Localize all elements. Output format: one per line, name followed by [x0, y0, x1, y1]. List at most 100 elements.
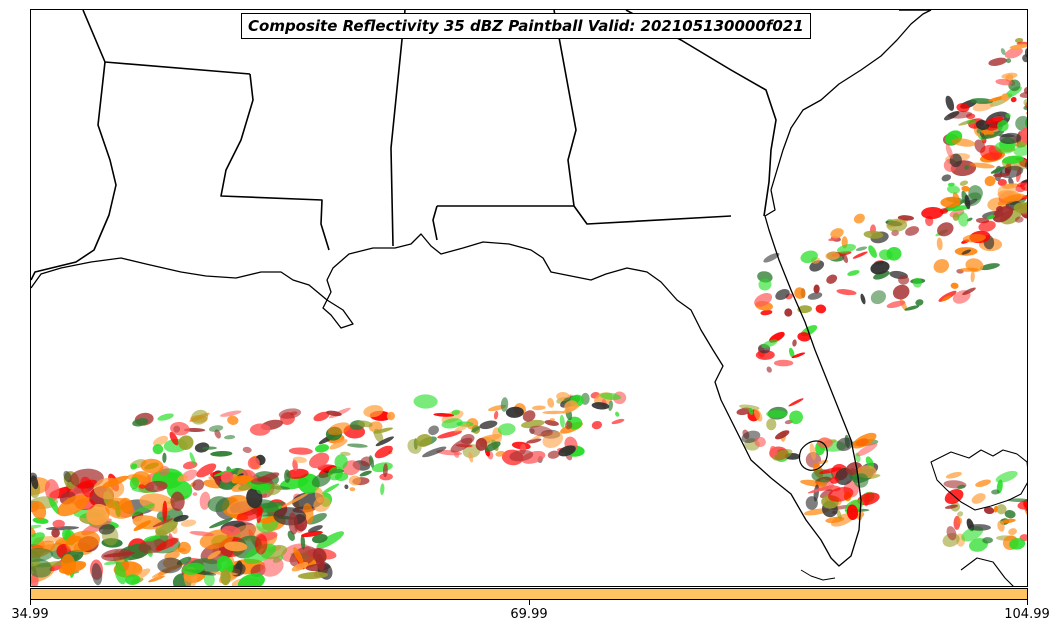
storm-cell	[349, 487, 356, 492]
colorbar	[30, 588, 1028, 600]
storm-cell	[157, 557, 183, 574]
storm-cell	[422, 446, 447, 458]
storm-cell	[970, 270, 975, 283]
storm-cell	[958, 212, 969, 227]
storm-cell	[450, 437, 473, 453]
storm-cell	[1005, 58, 1012, 64]
storm-cell	[836, 289, 857, 296]
storm-cell	[846, 504, 859, 521]
storm-cell	[797, 305, 812, 314]
storm-cell	[522, 410, 536, 422]
storm-cell	[441, 418, 463, 429]
storm-cell	[784, 308, 793, 317]
storm-cell	[344, 484, 349, 490]
storm-cell	[975, 479, 992, 488]
storm-cell	[982, 537, 993, 544]
storm-cell	[1009, 43, 1027, 50]
storm-cell	[86, 503, 110, 526]
storm-cell	[981, 130, 1005, 140]
storm-cell	[177, 474, 188, 482]
storm-cell	[468, 452, 474, 463]
storm-cell	[178, 435, 194, 451]
storm-cell	[1013, 202, 1027, 214]
storm-cell	[852, 251, 868, 259]
storm-cell	[44, 479, 60, 501]
storm-cell	[180, 519, 197, 527]
storm-cell	[792, 339, 797, 347]
storm-cell	[407, 438, 422, 454]
storm-cell	[314, 487, 324, 504]
storm-cell	[371, 462, 393, 473]
storm-cell	[940, 196, 961, 208]
storm-cell	[314, 444, 330, 453]
storm-cell	[1015, 216, 1024, 223]
storm-cell	[870, 290, 886, 305]
storm-cell	[130, 463, 138, 470]
storm-cell	[77, 479, 97, 489]
storm-cell	[153, 435, 168, 446]
colorbar-tick	[529, 600, 530, 605]
map-canvas	[31, 10, 1027, 586]
storm-cell	[769, 445, 778, 456]
storm-cell	[91, 563, 103, 586]
storm-cell	[327, 466, 344, 481]
storm-cell	[1008, 528, 1017, 536]
storm-cell	[997, 194, 1022, 206]
storm-cell	[170, 491, 185, 511]
storm-cell	[528, 425, 553, 437]
storm-cell	[985, 116, 1004, 125]
storm-cell	[856, 442, 878, 457]
storm-cell	[886, 246, 902, 261]
storm-cell	[249, 423, 271, 436]
storm-cell	[959, 180, 969, 186]
storm-cell	[754, 293, 773, 307]
storm-cell	[979, 263, 1000, 271]
border-la-west	[31, 61, 117, 281]
storm-cell	[760, 309, 773, 316]
storm-cell	[357, 420, 373, 428]
storm-cell	[61, 554, 76, 576]
storm-cell	[993, 505, 998, 513]
storm-cell	[144, 480, 168, 493]
storm-cell	[247, 456, 260, 470]
storm-cell	[379, 473, 393, 481]
storm-cell	[739, 404, 760, 410]
storm-cell	[956, 484, 966, 490]
storm-cell	[1001, 93, 1009, 101]
storm-cell	[969, 98, 994, 104]
storm-cell	[805, 496, 818, 510]
storm-cell	[996, 504, 1007, 515]
storm-cell	[772, 448, 793, 461]
storm-cell	[964, 165, 970, 170]
storm-cell	[475, 437, 488, 451]
storm-cell	[921, 206, 944, 220]
storm-cell	[132, 418, 149, 427]
storm-cell	[140, 458, 164, 474]
storm-cell	[181, 562, 205, 575]
storm-cell	[773, 359, 794, 367]
storm-cell	[994, 141, 1015, 154]
storm-cell	[31, 524, 42, 530]
storm-cell	[817, 437, 833, 448]
atlantic-coast	[770, 10, 932, 191]
storm-cell	[359, 470, 372, 477]
storm-cell	[755, 350, 775, 360]
storm-cell	[565, 421, 573, 430]
storm-cell	[791, 352, 806, 359]
storm-cell	[564, 400, 578, 412]
storm-cell	[169, 431, 179, 446]
storm-cell	[990, 166, 1006, 174]
storm-cell	[173, 514, 189, 522]
storm-cell	[288, 512, 298, 535]
lake-okeechobee	[798, 440, 828, 471]
storm-cell	[830, 228, 844, 239]
storm-cell	[857, 492, 880, 506]
storm-cell	[202, 446, 217, 450]
storm-cell	[31, 500, 47, 520]
storm-cell	[309, 452, 330, 469]
storm-cell	[189, 531, 215, 537]
storm-cell	[984, 175, 996, 187]
storm-cell	[311, 473, 331, 488]
storm-cell	[196, 463, 217, 478]
storm-cell	[57, 494, 90, 517]
